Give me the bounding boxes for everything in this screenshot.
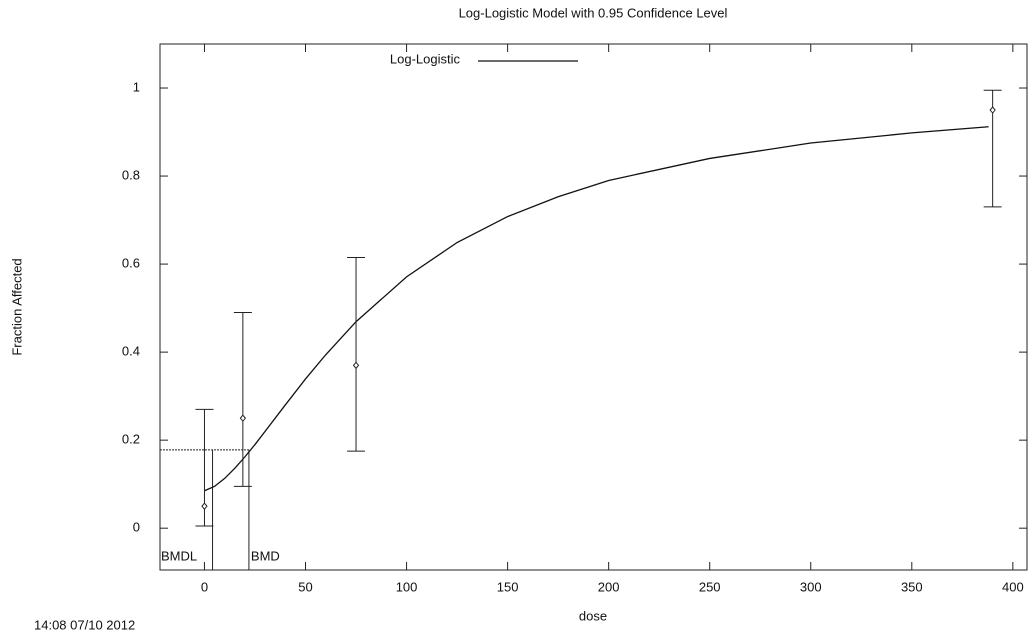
x-tick-label: 350 bbox=[901, 579, 923, 594]
y-tick-label: 0.6 bbox=[122, 256, 140, 271]
x-tick-label: 150 bbox=[497, 579, 519, 594]
timestamp: 14:08 07/10 2012 bbox=[34, 617, 135, 631]
y-tick-label: 0.2 bbox=[122, 432, 140, 447]
data-point bbox=[239, 414, 247, 422]
y-tick-label: 1 bbox=[133, 79, 140, 94]
x-tick-label: 300 bbox=[800, 579, 822, 594]
legend-label: Log-Logistic bbox=[390, 51, 461, 66]
data-point bbox=[989, 106, 996, 114]
x-tick-label: 250 bbox=[699, 579, 721, 594]
y-tick-label: 0.8 bbox=[122, 167, 140, 182]
x-tick-label: 100 bbox=[396, 579, 418, 594]
x-tick-label: 0 bbox=[201, 579, 208, 594]
x-axis-label: dose bbox=[579, 608, 607, 623]
x-tick-label: 50 bbox=[298, 579, 312, 594]
y-axis-label: Fraction Affected bbox=[9, 258, 24, 355]
bmdl-label: BMDL bbox=[161, 548, 197, 563]
x-tick-label: 200 bbox=[598, 579, 620, 594]
chart-title: Log-Logistic Model with 0.95 Confidence … bbox=[459, 5, 728, 20]
data-point bbox=[201, 502, 208, 510]
plot-frame bbox=[159, 43, 1028, 571]
y-tick-label: 0.4 bbox=[122, 344, 140, 359]
y-tick-label: 0 bbox=[133, 520, 140, 535]
data-point bbox=[352, 361, 360, 370]
bmd-label: BMD bbox=[251, 548, 280, 563]
fit-curve bbox=[204, 126, 989, 492]
x-tick-label: 400 bbox=[1002, 579, 1024, 594]
